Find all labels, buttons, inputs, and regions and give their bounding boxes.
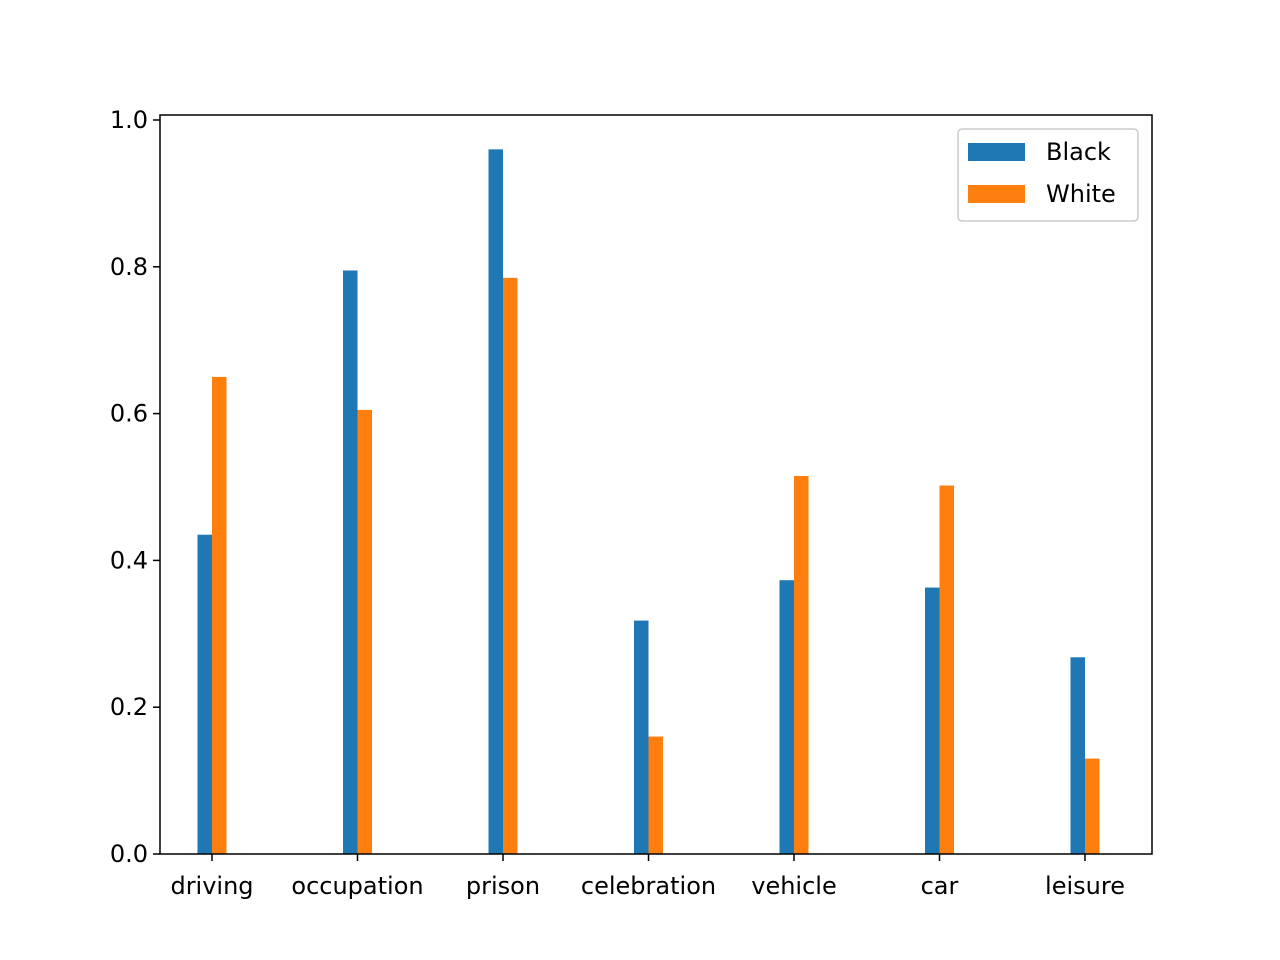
legend-label-white: White — [1046, 180, 1116, 208]
bar-white-leisure — [1085, 758, 1100, 854]
y-tick-label: 0.0 — [110, 840, 148, 868]
bar-white-vehicle — [794, 475, 809, 854]
legend-label-black: Black — [1046, 138, 1111, 166]
bar-black-prison — [488, 149, 503, 855]
y-tick-label: 0.6 — [110, 400, 148, 428]
bar-black-leisure — [1070, 657, 1085, 854]
x-tick-label-celebration: celebration — [581, 872, 716, 900]
bar-white-celebration — [648, 736, 663, 854]
legend-swatch-black — [968, 143, 1025, 161]
bar-black-vehicle — [779, 580, 794, 854]
x-axis: driving occupation prison celebration vehicl… — [170, 854, 1125, 900]
bar-black-car — [925, 587, 940, 854]
x-tick-label-leisure: leisure — [1045, 872, 1125, 900]
x-tick-label-prison: prison — [466, 872, 540, 900]
bars-layer — [197, 149, 1100, 855]
bar-white-car — [939, 485, 954, 854]
bar-black-driving — [197, 534, 212, 854]
y-tick-label: 0.2 — [110, 693, 148, 721]
y-tick-label: 0.4 — [110, 546, 148, 574]
bar-white-driving — [212, 376, 227, 854]
plot-frame — [159, 114, 1153, 855]
bar-black-celebration — [634, 620, 649, 854]
x-tick-label-occupation: occupation — [291, 872, 423, 900]
bar-white-occupation — [357, 409, 372, 854]
y-axis: 0.0 0.2 0.4 0.6 0.8 1.0 — [110, 106, 160, 868]
bar-white-prison — [503, 277, 518, 854]
y-tick-label: 1.0 — [110, 106, 148, 134]
y-tick-label: 0.8 — [110, 253, 148, 281]
x-tick-label-driving: driving — [170, 872, 253, 900]
legend: Black White — [957, 128, 1139, 222]
bar-black-occupation — [343, 270, 358, 855]
legend-swatch-white — [968, 185, 1025, 203]
x-tick-label-vehicle: vehicle — [751, 872, 836, 900]
x-tick-label-car: car — [921, 872, 959, 900]
